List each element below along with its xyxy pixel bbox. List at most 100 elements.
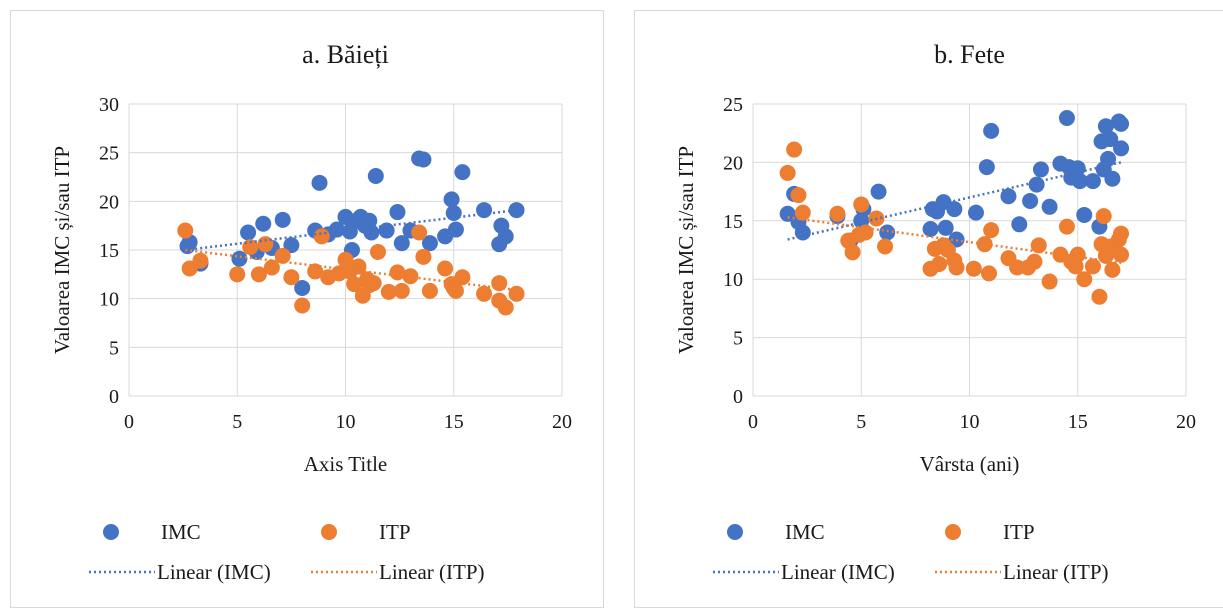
y-tick-label: 25: [99, 143, 119, 165]
point-imc: [1058, 110, 1075, 127]
y-tick-label: 15: [99, 240, 119, 262]
point-imc: [328, 221, 345, 238]
point-itp: [365, 275, 382, 292]
legend-marker: [321, 524, 337, 540]
point-imc: [1102, 131, 1119, 148]
point-itp: [1084, 258, 1101, 275]
point-itp: [454, 269, 471, 286]
point-itp: [786, 141, 803, 158]
y-tick-label: 10: [99, 289, 119, 311]
x-tick-label: 15: [444, 411, 464, 433]
y-tick-label: 5: [109, 337, 119, 359]
point-imc: [415, 151, 432, 168]
point-itp: [877, 238, 894, 255]
x-tick-label: 20: [552, 411, 572, 433]
y-tick-label: 20: [723, 152, 743, 174]
y-tick-label: 0: [733, 386, 743, 408]
point-imc: [1000, 188, 1017, 205]
point-imc: [1032, 161, 1049, 178]
legend-marker: [103, 524, 119, 540]
point-itp: [965, 260, 982, 277]
y-axis-label: Valoarea IMC și/sau ITP: [50, 146, 74, 354]
point-imc: [879, 224, 896, 241]
point-imc: [978, 159, 995, 176]
trendline: [185, 248, 517, 292]
point-itp: [790, 187, 807, 204]
point-itp: [1113, 246, 1130, 263]
x-tick-label: 5: [856, 411, 866, 433]
point-imc: [1084, 173, 1101, 190]
point-itp: [415, 248, 432, 265]
point-itp: [1076, 271, 1093, 288]
point-itp: [1058, 218, 1075, 235]
point-itp: [476, 285, 493, 302]
point-imc: [967, 204, 984, 221]
point-imc: [378, 222, 395, 239]
point-itp: [508, 285, 525, 302]
point-itp: [389, 264, 406, 281]
legend-label: ITP: [1003, 520, 1035, 544]
point-imc: [946, 201, 963, 218]
point-itp: [983, 222, 1000, 239]
chart-panel-girls: b. Fete 0 5 10 15 20 25 0 5 10 15 20 Vârsta (ani) Val…: [634, 10, 1223, 608]
point-itp: [250, 266, 267, 283]
point-itp: [411, 224, 428, 241]
point-imc: [1113, 140, 1130, 157]
point-itp: [313, 228, 330, 245]
trendline: [185, 208, 517, 252]
trendline: [787, 216, 1122, 265]
y-tick-label: 20: [99, 191, 119, 213]
point-itp: [1113, 225, 1130, 242]
point-imc: [421, 235, 438, 252]
point-imc: [443, 191, 460, 208]
point-itp: [437, 260, 454, 277]
point-itp: [229, 266, 246, 283]
x-tick-label: 5: [232, 411, 242, 433]
point-itp: [421, 282, 438, 299]
point-itp: [380, 283, 397, 300]
point-imc: [1104, 170, 1121, 187]
point-imc: [922, 220, 939, 237]
x-axis-label: Axis Title: [304, 452, 387, 476]
point-imc: [779, 205, 796, 222]
point-imc: [1076, 206, 1093, 223]
point-itp: [177, 222, 194, 239]
chart-boys: a. Băieți 0 5 10 15 20 25 30 0 5 10 15 20 Axis Title V…: [50, 40, 572, 584]
point-itp: [294, 297, 311, 314]
point-itp: [497, 299, 514, 316]
point-imc: [1028, 176, 1045, 193]
point-itp: [1069, 246, 1086, 263]
point-itp: [931, 256, 948, 273]
point-itp: [976, 236, 993, 253]
x-tick-label: 0: [124, 411, 134, 433]
legend-label: Linear (IMC): [781, 560, 895, 584]
point-imc: [508, 202, 525, 219]
point-imc: [1011, 216, 1028, 233]
x-tick-label: 10: [960, 411, 980, 433]
y-tick-label: 10: [723, 269, 743, 291]
y-tick-label: 0: [109, 386, 119, 408]
point-itp: [853, 196, 870, 213]
point-imc: [1071, 173, 1088, 190]
point-itp: [1091, 288, 1108, 305]
point-itp: [779, 164, 796, 181]
x-tick-label: 0: [748, 411, 758, 433]
point-imc: [367, 168, 384, 185]
trendline: [787, 161, 1122, 241]
legend-label: IMC: [785, 520, 825, 544]
y-tick-label: 30: [99, 94, 119, 116]
point-itp: [369, 243, 386, 260]
point-imc: [274, 211, 291, 228]
point-itp: [1104, 261, 1121, 278]
y-axis-label: Valoarea IMC și/sau ITP: [674, 146, 698, 354]
legend-label: IMC: [161, 520, 201, 544]
point-imc: [294, 279, 311, 296]
legend-label: ITP: [379, 520, 411, 544]
point-imc: [231, 250, 248, 267]
legend-label: Linear (ITP): [1003, 560, 1109, 584]
legend-marker: [945, 524, 961, 540]
point-itp: [346, 276, 363, 293]
point-imc: [255, 215, 272, 232]
point-itp: [274, 247, 291, 264]
legend-label: Linear (IMC): [157, 560, 271, 584]
